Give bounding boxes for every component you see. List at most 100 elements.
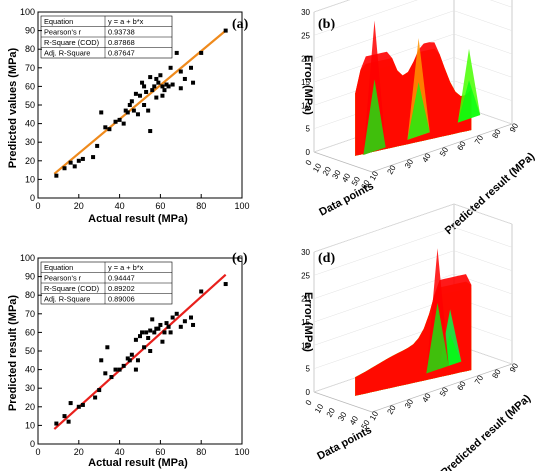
- b-surface-peak: [407, 82, 430, 140]
- b-box-front-edge: [371, 123, 513, 173]
- c-ytick-label: 10: [25, 420, 35, 430]
- panel-a-points: [54, 28, 228, 178]
- a-data-point: [166, 84, 171, 89]
- c-data-point: [166, 324, 171, 329]
- a-data-point: [158, 73, 163, 78]
- panel-c-stat-label-1: Equation: [44, 263, 73, 272]
- a-data-point: [95, 143, 100, 148]
- d-ytick-label: 80: [490, 367, 503, 380]
- d-grid-line: [453, 227, 513, 248]
- c-xtick-label: 0: [35, 447, 40, 457]
- a-data-point: [164, 82, 169, 87]
- c-data-point: [170, 315, 175, 320]
- d-xtick-label: 10: [313, 402, 326, 415]
- c-data-point: [148, 349, 153, 353]
- panel-c-xlabel: Actual result (MPa): [88, 457, 188, 469]
- panel-a-stat-label-4: Adj. R-Square: [44, 49, 90, 58]
- a-data-point: [174, 50, 179, 55]
- panel-c-stat-label-4: Adj. R-Square: [44, 295, 90, 304]
- a-data-point: [160, 93, 165, 98]
- c-ytick-label: 40: [25, 365, 35, 375]
- c-data-point: [97, 388, 102, 393]
- a-ytick-label: 0: [30, 193, 35, 203]
- panel-c-stat-label-3: R-Square (COD): [44, 284, 99, 293]
- a-data-point: [80, 156, 85, 161]
- a-ytick-label: 20: [25, 156, 35, 166]
- a-data-point: [142, 84, 147, 89]
- d-ztick-label: 15: [301, 318, 310, 327]
- panel-c-stats-table: Equation y = a + b*x Pearson's r 0.94447…: [40, 261, 173, 305]
- panel-c-stat-value-3: 0.89202: [108, 284, 135, 293]
- a-ytick-label: 50: [25, 100, 35, 110]
- a-data-point: [99, 110, 104, 115]
- a-data-point: [68, 160, 73, 165]
- a-data-point: [144, 89, 149, 94]
- a-data-point: [168, 65, 173, 70]
- c-data-point: [113, 367, 118, 372]
- panel-d-zlabel: Error (MPa): [302, 292, 314, 352]
- c-data-point: [154, 326, 159, 331]
- panel-a-stat-label-3: R-Square (COD): [44, 38, 99, 47]
- a-data-point: [107, 127, 112, 132]
- c-data-point: [150, 317, 155, 322]
- a-xtick-label: 20: [74, 201, 84, 211]
- c-xtick-label: 60: [155, 447, 165, 457]
- d-box-front-edge: [313, 391, 373, 413]
- c-data-point: [158, 322, 163, 327]
- b-ytick-label: 20: [385, 163, 398, 176]
- a-data-point: [178, 69, 183, 74]
- c-data-point: [66, 419, 71, 424]
- panel-a-stat-value-4: 0.87647: [108, 49, 135, 58]
- panel-b-surface: [355, 20, 481, 156]
- b-ztick-label: 5: [306, 125, 311, 134]
- c-ytick-label: 70: [25, 309, 35, 319]
- c-ytick-label: 30: [25, 383, 35, 393]
- a-data-point: [162, 88, 167, 93]
- panel-a-label: (a): [232, 17, 249, 32]
- panel-b-label: (b): [318, 17, 335, 32]
- c-data-point: [156, 326, 161, 331]
- panel-b: (b) Error (MPa) Data points Predicted re…: [301, 0, 537, 237]
- d-ytick-label: 40: [420, 391, 433, 404]
- a-data-point: [154, 95, 159, 100]
- d-ztick-label: 25: [301, 271, 310, 280]
- c-data-point: [168, 330, 173, 335]
- a-data-point: [72, 164, 77, 169]
- b-grid-line: [313, 0, 350, 13]
- a-xtick-label: 40: [115, 201, 125, 211]
- c-data-point: [129, 352, 134, 357]
- c-data-point: [68, 401, 73, 406]
- a-data-point: [191, 80, 196, 85]
- a-data-point: [117, 117, 122, 122]
- a-data-point: [91, 155, 96, 160]
- b-ztick-label: 20: [301, 55, 310, 64]
- c-data-point: [54, 421, 59, 426]
- b-xtick-label: 0: [304, 158, 314, 167]
- d-surface-peak: [426, 302, 449, 374]
- panel-c: (c) Predicted result (MPa) Actual result…: [7, 251, 250, 469]
- d-ytick-label: 20: [385, 403, 398, 416]
- panel-c-stat-value-4: 0.89006: [108, 295, 135, 304]
- a-ytick-label: 10: [25, 174, 35, 184]
- c-ytick-label: 90: [25, 272, 35, 282]
- c-data-point: [140, 330, 145, 335]
- b-box-front-edge: [313, 151, 373, 173]
- panel-c-stat-value-1: y = a + b*x: [108, 263, 144, 272]
- c-data-point: [93, 395, 98, 400]
- d-ztick-label: 30: [301, 248, 310, 257]
- b-grid-line: [453, 10, 513, 31]
- d-ytick-label: 50: [438, 385, 451, 398]
- panel-d-surface: [355, 248, 472, 396]
- a-data-point: [154, 76, 159, 81]
- d-grid-line: [453, 250, 513, 271]
- c-data-point: [160, 339, 165, 344]
- a-data-point: [152, 84, 157, 89]
- d-grid-line: [453, 203, 513, 225]
- a-fit-line: [53, 29, 227, 175]
- d-box-front-edge: [371, 363, 513, 413]
- a-data-point: [156, 80, 161, 85]
- c-data-point: [199, 289, 204, 294]
- a-data-point: [189, 65, 193, 70]
- a-ytick-label: 40: [25, 119, 35, 129]
